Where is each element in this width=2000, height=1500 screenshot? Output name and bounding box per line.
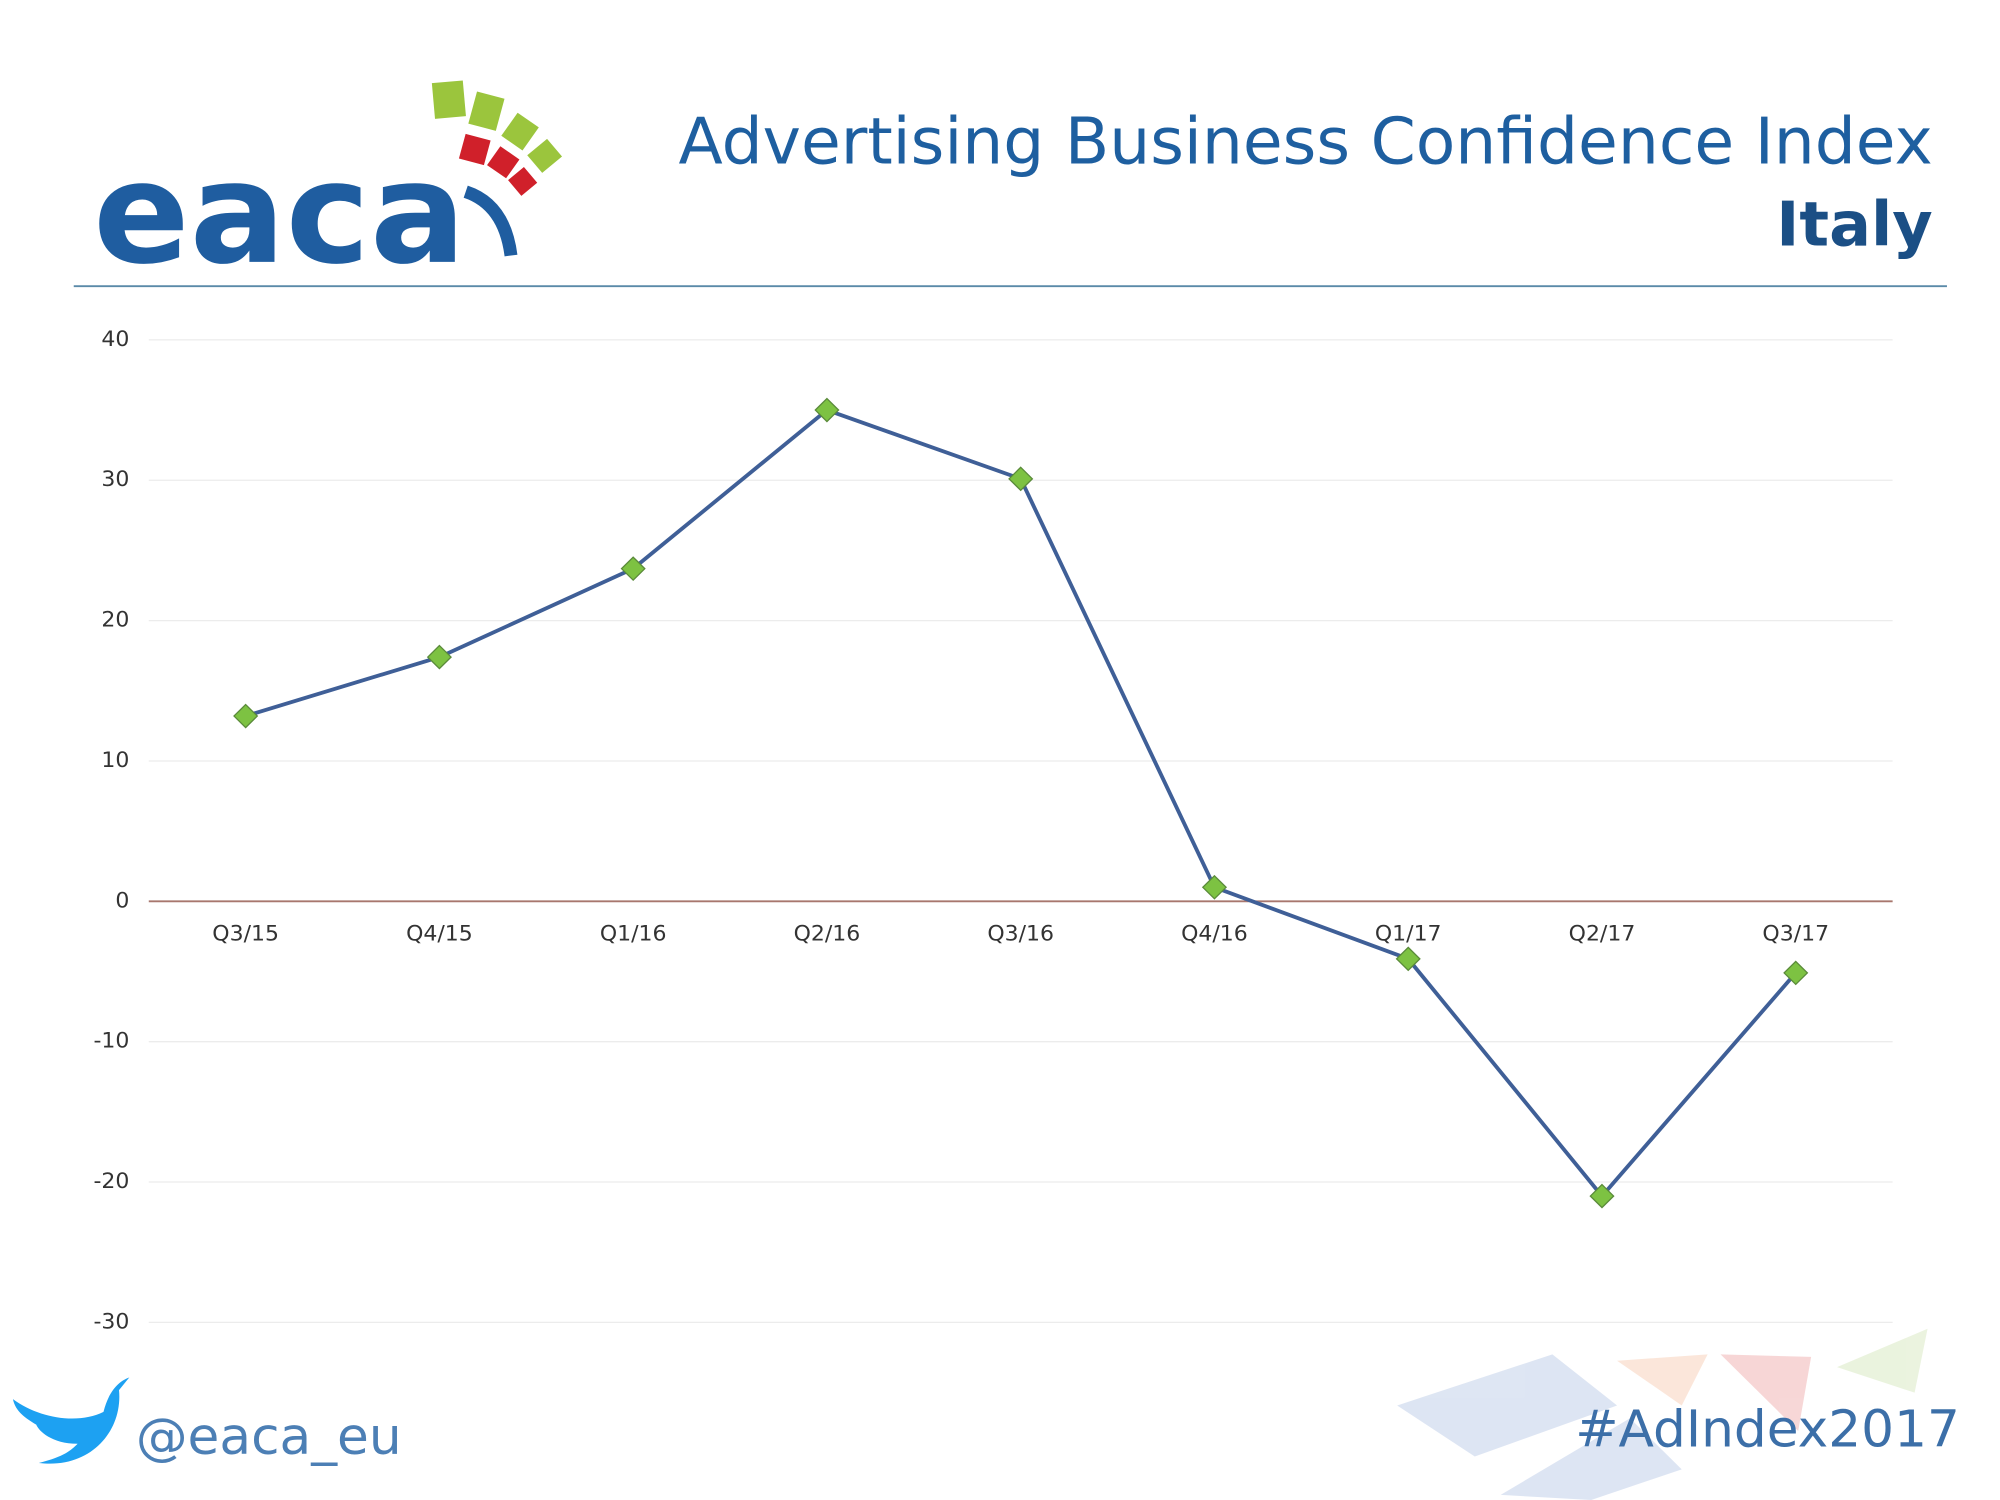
x-tick-label: Q2/17 [1569, 922, 1636, 947]
data-marker [1008, 466, 1034, 492]
x-tick-label: Q1/16 [600, 922, 667, 947]
data-marker [1783, 960, 1809, 986]
data-marker [233, 703, 259, 729]
y-tick-label: -10 [93, 1029, 129, 1054]
chart-title: Advertising Business Confidence Index [679, 105, 1933, 180]
x-tick-label: Q3/15 [212, 922, 279, 947]
chart-subtitle: Italy [1776, 189, 1932, 261]
hashtag: #AdIndex2017 [1575, 1400, 1960, 1460]
twitter-handle: @eaca_eu [136, 1407, 402, 1467]
y-tick-label: 40 [101, 327, 129, 352]
data-marker [814, 397, 840, 423]
x-tick-label: Q3/17 [1762, 922, 1829, 947]
x-tick-label: Q1/17 [1375, 922, 1442, 947]
x-tick-label: Q2/16 [794, 922, 861, 947]
twitter-icon [12, 1377, 130, 1464]
footer-decoration [1397, 1328, 1928, 1500]
x-tick-label: Q4/16 [1181, 922, 1248, 947]
plot: -30 -20 -10 0 10 20 30 40 Q3/15 Q4/15 Q1/16 Q2/16 Q3… [93, 327, 1893, 1334]
data-marker [426, 644, 452, 670]
y-tick-label: 0 [115, 888, 129, 913]
x-tick-label: Q4/15 [406, 922, 473, 947]
y-tick-label: -20 [93, 1169, 129, 1194]
data-marker [620, 556, 646, 582]
y-tick-label: -30 [93, 1309, 129, 1334]
logo-arcs [431, 80, 563, 257]
data-marker [1589, 1183, 1615, 1209]
data-marker [1201, 874, 1228, 900]
y-tick-label: 10 [101, 748, 129, 773]
x-tick-label: Q3/16 [987, 922, 1054, 947]
data-marker [1395, 946, 1421, 972]
y-tick-label: 20 [101, 608, 129, 633]
y-tick-label: 30 [101, 467, 129, 492]
data-line [245, 407, 1798, 1200]
logo-text: eaca [93, 133, 466, 296]
